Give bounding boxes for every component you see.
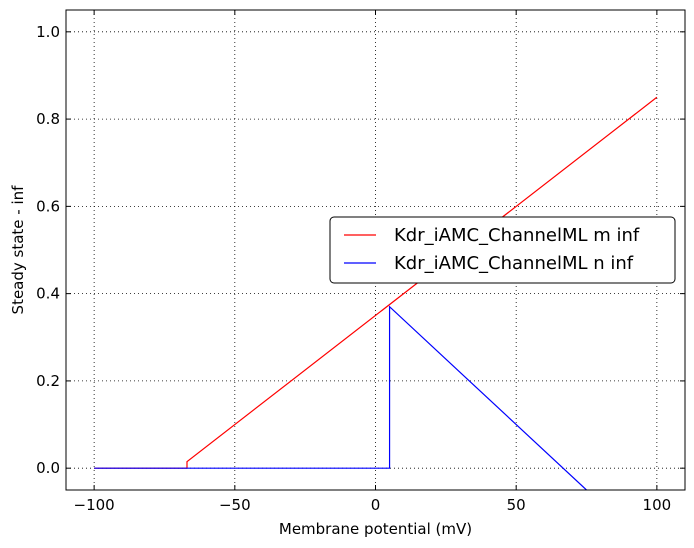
y-tick-label: 0.2 [36,372,60,390]
legend-box [329,216,676,284]
y-axis-label: Steady state - inf [9,185,27,315]
y-tick-label: 0.0 [36,459,60,477]
y-tick-label: 0.6 [36,197,60,215]
y-tick-label: 0.8 [36,110,60,128]
y-tick-label: 0.4 [36,285,60,303]
series-line-2 [94,305,587,490]
x-tick-label: 50 [507,496,526,514]
legend-label: Kdr_iAMC_ChannelML m inf [394,225,640,246]
x-axis-label: Membrane potential (mV) [279,520,472,538]
legend-label: Kdr_iAMC_ChannelML n inf [394,253,634,274]
x-tick-label: −50 [219,496,251,514]
x-tick-label: 0 [371,496,381,514]
x-tick-label: −100 [74,496,115,514]
ticks: −100 −50 0 50 100 0.0 0.2 0.4 0.6 0.8 1.0 [36,10,685,514]
x-tick-label: 100 [643,496,672,514]
y-tick-label: 1.0 [36,23,60,41]
legend: Kdr_iAMC_ChannelML m inf Kdr_iAMC_Channel… [329,216,676,284]
